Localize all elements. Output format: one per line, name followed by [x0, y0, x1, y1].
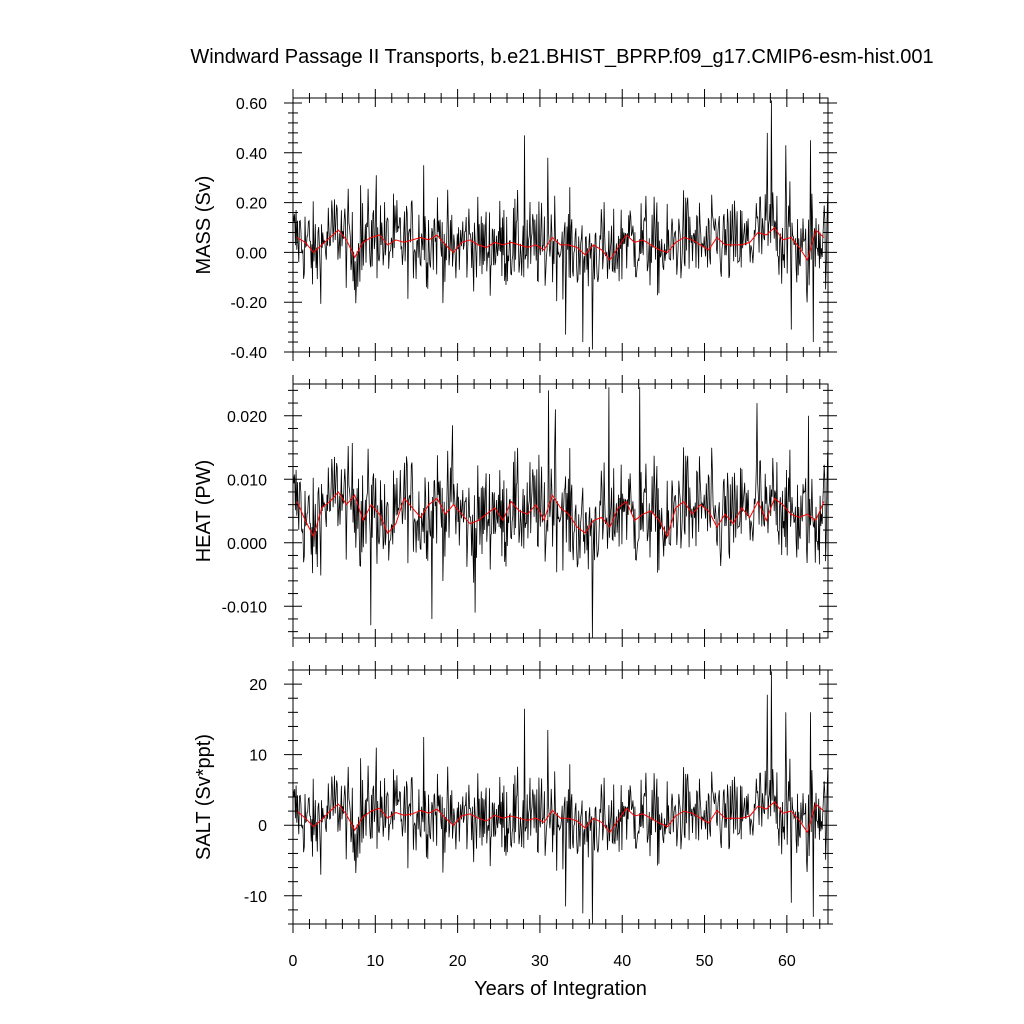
y-tick-label: 0.000	[227, 536, 267, 553]
y-axis-label-heat: HEAT (PW)	[193, 460, 215, 563]
x-tick-label: 0	[289, 953, 298, 970]
y-tick-label: 10	[249, 748, 267, 765]
x-tick-label: 40	[613, 953, 631, 970]
y-axis-label-mass: MASS (Sv)	[193, 176, 215, 275]
panel-salt: -10 0 10 20 SALT (Sv*ppt)	[193, 661, 837, 933]
plot-frame-mass	[292, 97, 829, 353]
y-tick-label: -10	[244, 889, 267, 906]
y-tick-label: 0.00	[236, 245, 267, 262]
x-tick-label: 60	[778, 953, 796, 970]
series-monthly-mass	[293, 100, 828, 350]
x-tick-label: 20	[449, 953, 467, 970]
x-tick-label: 10	[366, 953, 384, 970]
series-monthly-salt	[293, 671, 828, 924]
y-tick-label: 0.010	[227, 472, 267, 489]
y-tick-label: 0.40	[236, 146, 267, 163]
y-tick-label: -0.20	[231, 295, 268, 312]
y-tick-label: 20	[249, 677, 267, 694]
series-annual-salt	[296, 801, 825, 834]
x-tick-label: 30	[531, 953, 549, 970]
series-monthly-heat	[293, 387, 828, 638]
x-axis-label: Years of Integration	[474, 978, 647, 1000]
y-tick-label: 0.20	[236, 196, 267, 213]
y-tick-label: -0.40	[231, 345, 268, 362]
panel-mass: -0.40 -0.20 0.00 0.20 0.40 0.60 MASS (Sv)	[193, 89, 837, 362]
chart-title: Windward Passage II Transports, b.e21.BH…	[190, 46, 934, 68]
series-annual-mass	[296, 226, 825, 262]
y-tick-label: 0.020	[227, 409, 267, 426]
series-annual-heat	[296, 491, 825, 538]
y-tick-label: -0.010	[222, 599, 267, 616]
x-tick-label: 50	[696, 953, 714, 970]
y-tick-label: 0.60	[236, 96, 267, 113]
y-tick-label: 0	[258, 818, 267, 835]
y-axis-label-salt: SALT (Sv*ppt)	[193, 734, 215, 860]
panel-heat: -0.010 0.000 0.010 0.020 HEAT (PW)	[193, 375, 837, 647]
plot-frame-heat	[292, 383, 829, 639]
